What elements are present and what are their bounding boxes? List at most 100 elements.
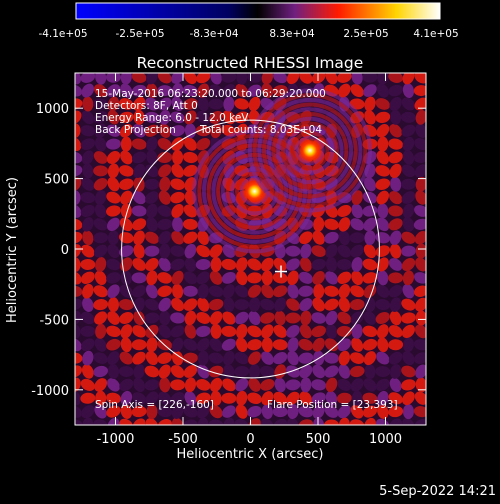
pattern-blob bbox=[144, 312, 160, 324]
pattern-blob bbox=[170, 178, 185, 190]
pattern-blob bbox=[377, 390, 389, 406]
pattern-blob bbox=[401, 324, 415, 339]
pattern-blob bbox=[362, 205, 378, 217]
pattern-blob bbox=[285, 245, 301, 257]
pattern-blob bbox=[158, 231, 172, 245]
pattern-blob bbox=[248, 96, 261, 112]
pattern-blob bbox=[413, 339, 426, 351]
y-tick-label: -1000 bbox=[31, 384, 69, 399]
pattern-blob bbox=[182, 285, 198, 297]
pattern-blob bbox=[376, 351, 390, 365]
pattern-blob bbox=[120, 324, 133, 339]
pattern-blob bbox=[132, 392, 147, 405]
pattern-blob bbox=[197, 83, 210, 98]
pattern-blob bbox=[364, 177, 376, 192]
pattern-blob bbox=[351, 257, 363, 272]
pattern-blob bbox=[106, 150, 121, 164]
pattern-blob bbox=[375, 378, 390, 392]
pattern-blob bbox=[75, 137, 82, 152]
pattern-blob bbox=[196, 245, 211, 258]
pattern-blob bbox=[324, 352, 339, 364]
pattern-blob bbox=[390, 364, 402, 379]
pattern-blob bbox=[311, 312, 327, 324]
pattern-blob bbox=[93, 165, 109, 177]
pattern-blob bbox=[362, 73, 378, 83]
pattern-blob bbox=[94, 136, 107, 152]
pattern-blob bbox=[107, 284, 120, 299]
pattern-blob bbox=[196, 338, 210, 352]
pattern-blob bbox=[221, 325, 237, 337]
pattern-blob bbox=[93, 177, 108, 191]
pattern-blob bbox=[75, 231, 83, 244]
pattern-blob bbox=[388, 151, 403, 164]
pattern-blob bbox=[338, 297, 351, 312]
pattern-blob bbox=[285, 312, 301, 324]
pattern-blob bbox=[402, 391, 415, 406]
colorbar-tick-label: 8.3e+04 bbox=[269, 28, 315, 40]
pattern-blob bbox=[389, 163, 402, 178]
pattern-blob bbox=[362, 338, 378, 351]
pattern-blob bbox=[118, 111, 134, 123]
pattern-blob bbox=[377, 337, 389, 353]
pattern-blob bbox=[377, 270, 389, 286]
pattern-blob bbox=[223, 417, 235, 425]
pattern-blob bbox=[171, 73, 185, 84]
pattern-blob bbox=[299, 257, 312, 272]
pattern-blob bbox=[376, 123, 390, 138]
pattern-blob bbox=[208, 419, 224, 425]
pattern-blob bbox=[349, 299, 365, 311]
pattern-blob bbox=[93, 151, 108, 164]
pattern-blob bbox=[210, 377, 223, 392]
pattern-blob bbox=[106, 405, 121, 418]
pattern-blob bbox=[413, 272, 426, 284]
pattern-blob bbox=[145, 258, 159, 271]
pattern-blob bbox=[402, 404, 414, 420]
pattern-blob bbox=[349, 365, 365, 378]
pattern-blob bbox=[157, 419, 172, 425]
pattern-blob bbox=[131, 272, 147, 284]
pattern-blob bbox=[287, 350, 299, 366]
timestamp: 5-Sep-2022 14:21 bbox=[379, 484, 496, 499]
pattern-blob bbox=[311, 258, 327, 271]
pattern-blob bbox=[235, 83, 249, 98]
pattern-blob bbox=[337, 311, 352, 325]
pattern-blob bbox=[261, 284, 274, 299]
annotation-method: Back Projection bbox=[95, 124, 176, 136]
pattern-blob bbox=[144, 124, 159, 137]
pattern-blob bbox=[299, 364, 313, 379]
pattern-blob bbox=[415, 377, 426, 393]
pattern-blob bbox=[223, 350, 235, 366]
pattern-blob bbox=[210, 73, 222, 85]
pattern-blob bbox=[171, 404, 184, 419]
pattern-blob bbox=[312, 230, 325, 245]
pattern-blob bbox=[120, 190, 133, 205]
pattern-blob bbox=[107, 110, 120, 125]
pattern-blob bbox=[75, 271, 82, 285]
colorbar-ticks: -4.1e+05 -2.5e+05 -8.3e+04 8.3e+04 2.5e+05 4.… bbox=[38, 28, 458, 40]
pattern-blob bbox=[145, 418, 159, 425]
pattern-blob bbox=[75, 244, 82, 259]
pattern-blob bbox=[171, 417, 184, 425]
pattern-blob bbox=[389, 310, 402, 326]
pattern-blob bbox=[299, 73, 313, 84]
source-ring-purple bbox=[266, 107, 354, 194]
pattern-blob bbox=[133, 230, 145, 245]
pattern-blob bbox=[274, 297, 287, 312]
pattern-blob bbox=[105, 73, 121, 83]
pattern-blob bbox=[312, 404, 325, 419]
pattern-blob bbox=[133, 364, 145, 379]
pattern-blob bbox=[351, 203, 363, 219]
pattern-blob bbox=[107, 311, 120, 325]
pattern-blob bbox=[183, 365, 198, 378]
pattern-blob bbox=[247, 284, 262, 298]
pattern-blob bbox=[80, 258, 96, 270]
pattern-blob bbox=[144, 245, 160, 257]
pattern-blob bbox=[171, 270, 184, 285]
pattern-blob bbox=[157, 352, 173, 364]
source-ring-purple bbox=[276, 116, 344, 185]
pattern-blob bbox=[298, 285, 314, 297]
pattern-blob bbox=[286, 325, 300, 338]
pattern-blob bbox=[338, 283, 351, 299]
pattern-blob bbox=[157, 285, 173, 297]
pattern-blob bbox=[158, 190, 171, 205]
